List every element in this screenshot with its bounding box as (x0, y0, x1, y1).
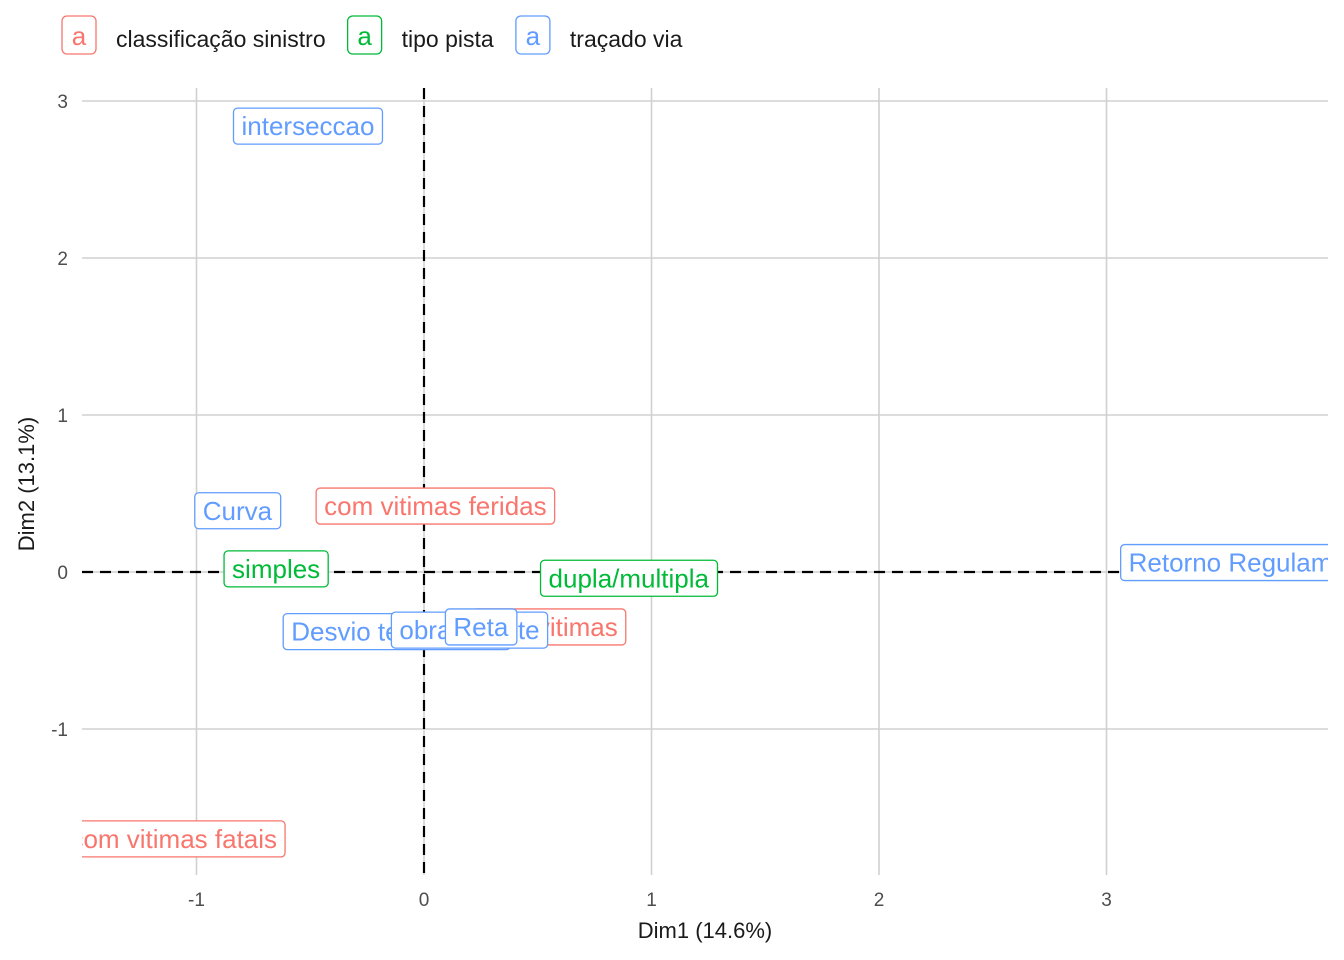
point-label-text: Reta (453, 612, 508, 642)
axis-ticks: -1 0 1 2 3 -1 0 1 2 3 (51, 92, 1112, 911)
legend-label: traçado via (570, 26, 683, 52)
x-axis-title: Dim1 (14.6%) (638, 918, 772, 943)
point-label-text: dupla/multipla (549, 563, 710, 593)
point-label-2-5: Retorno Regulamentado (1120, 543, 1344, 582)
point-label-box (315, 487, 556, 525)
point-label-text: Curva (203, 496, 273, 526)
y-tick-label-0: -1 (51, 720, 68, 741)
x-tick-label-4: 3 (1101, 890, 1112, 911)
legend-key (515, 15, 551, 55)
point-label-box (232, 107, 384, 145)
point-label-2-4: Reta (444, 608, 518, 646)
y-axis-title: Dim2 (13.1%) (14, 417, 39, 551)
point-label-text: interseccao (241, 111, 374, 141)
y-tick-label-2: 1 (57, 406, 68, 427)
x-tick-label-2: 1 (646, 890, 657, 911)
point-label-box (223, 550, 329, 588)
legend-key (61, 15, 97, 55)
point-label-text: simples (232, 554, 320, 584)
grid-lines (82, 88, 1328, 875)
legend-label: tipo pista (402, 26, 494, 52)
point-label-text: com vitimas fatais (70, 824, 277, 854)
point-label-0-2: com vitimas fatais (70, 820, 286, 858)
reference-lines (82, 88, 1328, 875)
point-label-1-0: simples (223, 550, 329, 588)
legend-key (346, 15, 383, 55)
point-label-2-0: interseccao (232, 107, 384, 145)
point-label-box (194, 492, 282, 530)
point-label-text: Retorno Regulamentado (1129, 548, 1344, 578)
point-label-2-1: Curva (194, 492, 282, 530)
y-tick-label-1: 0 (57, 563, 68, 584)
point-label-box (444, 608, 518, 646)
legend-label: classificação sinistro (116, 26, 326, 52)
point-label-box (539, 559, 719, 597)
y-tick-label-3: 2 (57, 249, 68, 270)
point-label-text: com vitimas feridas (324, 491, 547, 521)
x-tick-label-3: 2 (874, 890, 885, 911)
legend-item-0: a classificação sinistro (61, 15, 326, 55)
legend-item-2: a traçado via (515, 15, 683, 55)
point-label-box (1120, 543, 1328, 582)
legend-item-1: a tipo pista (346, 15, 494, 55)
legend: a classificação sinistro a tipo pista a traça… (61, 15, 683, 55)
x-tick-label-0: -1 (188, 890, 205, 911)
legend-key-glyph: a (526, 21, 541, 51)
point-label-box (82, 820, 286, 858)
point-label-1-1: dupla/multipla (539, 559, 719, 597)
y-tick-label-4: 3 (57, 92, 68, 113)
point-label-0-0: com vitimas feridas (315, 487, 556, 525)
legend-key-glyph: a (72, 21, 87, 51)
x-tick-label-1: 0 (419, 890, 430, 911)
legend-key-glyph: a (357, 21, 372, 51)
